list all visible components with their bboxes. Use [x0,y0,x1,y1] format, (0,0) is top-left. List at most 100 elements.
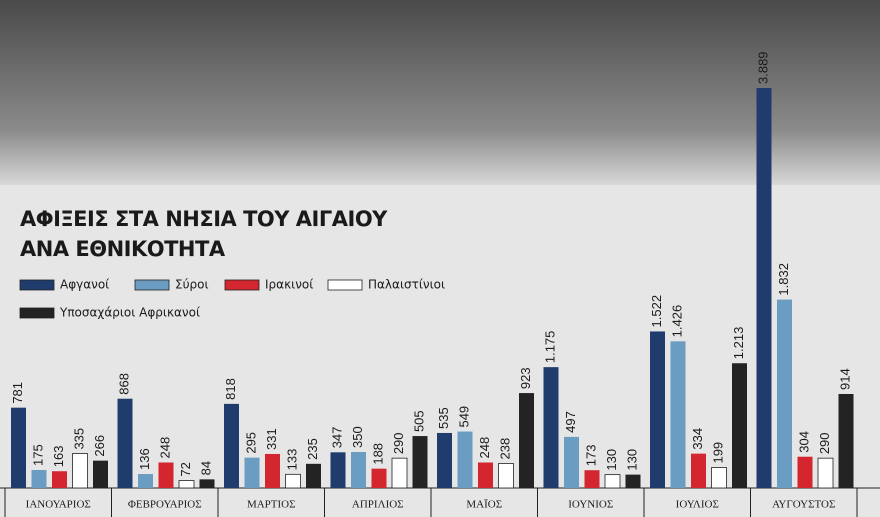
bar [670,341,686,488]
x-tick-label: ΜΑΡΤΙΟΣ [247,499,296,511]
value-label: 188 [370,443,385,465]
bar [224,403,239,488]
legend-swatch [19,307,55,319]
value-label: 199 [710,442,725,464]
bar [711,467,727,489]
legend-swatch [134,279,170,291]
value-label: 72 [178,462,193,476]
bar [93,460,108,488]
value-label: 163 [51,446,66,468]
value-label: 248 [477,437,492,459]
value-label: 549 [456,406,471,428]
bar [244,457,260,488]
value-label: 248 [157,437,172,459]
legend-label: Ιρακινοί [265,278,313,292]
bar [437,432,452,488]
bar [817,457,834,489]
bar [478,462,493,488]
x-tick-label: ΙΑΝΟΥΑΡΙΟΣ [26,499,91,511]
legend-swatch [19,279,55,291]
value-label: 84 [198,461,213,475]
chart-title: ΑΦΙΞΕΙΣ ΣΤΑ ΝΗΣΙΑ ΤΟΥ ΑΙΓΑΙΟΥ [20,207,388,231]
legend-label: Παλαιστίνιοι [368,278,445,292]
value-label: 781 [10,382,25,404]
legend-swatch [224,279,260,291]
value-label: 923 [518,367,533,389]
bar [584,470,600,488]
bar [391,457,408,489]
legend-label: Αφγανοί [60,278,109,292]
chart-title: ΑΝΑ ΕΘΝΙΚΟΤΗΤΑ [20,237,226,261]
bar [31,470,47,488]
x-tick-label: ΦΕΒΡΟΥΑΡΙΟΣ [128,499,202,511]
value-label: 914 [837,368,852,390]
value-label: 173 [583,445,598,467]
bar [412,436,428,488]
bar [178,480,195,489]
bar [691,453,706,488]
bar [158,462,174,488]
value-label: 175 [30,444,45,466]
bar [543,367,559,488]
value-label: 130 [624,449,639,471]
bar [457,431,473,488]
bar [72,453,88,489]
value-label: 130 [604,449,619,471]
value-label: 238 [497,438,512,460]
value-label: 350 [350,426,365,448]
bar [797,456,813,488]
bar [306,463,321,488]
bar [117,398,133,488]
bar [498,463,514,489]
photo-band [0,0,880,185]
value-label: 335 [71,428,86,450]
bar [732,363,747,488]
legend-swatch [327,279,363,291]
x-tick-label: ΙΟΥΝΙΟΣ [568,499,613,511]
bar [199,479,215,488]
bar [838,393,854,488]
bar [330,452,346,488]
bar [11,407,26,488]
value-label: 497 [563,411,578,433]
value-label: 290 [817,432,832,454]
value-label: 295 [243,432,258,454]
bar [371,468,387,488]
value-label: 868 [116,373,131,395]
x-tick-label: ΜΑΪΟΣ [466,499,502,511]
bar [138,474,153,488]
legend-label: Υποσαχάριοι Αφρικανοί [59,306,200,320]
value-label: 505 [411,410,426,432]
x-tick-label: ΙΟΥΛΙΟΣ [676,499,719,511]
value-label: 1.832 [776,263,791,296]
bar [756,88,772,488]
value-label: 331 [264,428,279,450]
value-label: 334 [690,428,705,450]
bar [285,473,301,489]
value-label: 347 [329,427,344,449]
bar [777,299,792,488]
bar [625,474,641,488]
x-tick-label: ΑΥΓΟΥΣΤΟΣ [772,499,835,511]
value-label: 290 [391,432,406,454]
value-label: 133 [284,449,299,471]
value-label: 818 [223,378,238,400]
bar [351,452,366,488]
legend-label: Σύροι [175,278,209,292]
bar [52,471,67,488]
value-label: 1.522 [649,295,664,328]
value-label: 3.889 [755,51,770,84]
bar [650,331,665,488]
bar [265,453,280,488]
bar [604,474,621,489]
bar [519,393,534,488]
value-label: 136 [137,448,152,470]
value-label: 1.213 [731,327,746,360]
value-label: 235 [305,438,320,460]
value-label: 1.426 [669,305,684,338]
x-tick-label: ΑΠΡΙΛΙΟΣ [352,499,404,511]
value-label: 304 [796,431,811,453]
value-label: 266 [92,435,107,457]
value-label: 535 [436,407,451,429]
